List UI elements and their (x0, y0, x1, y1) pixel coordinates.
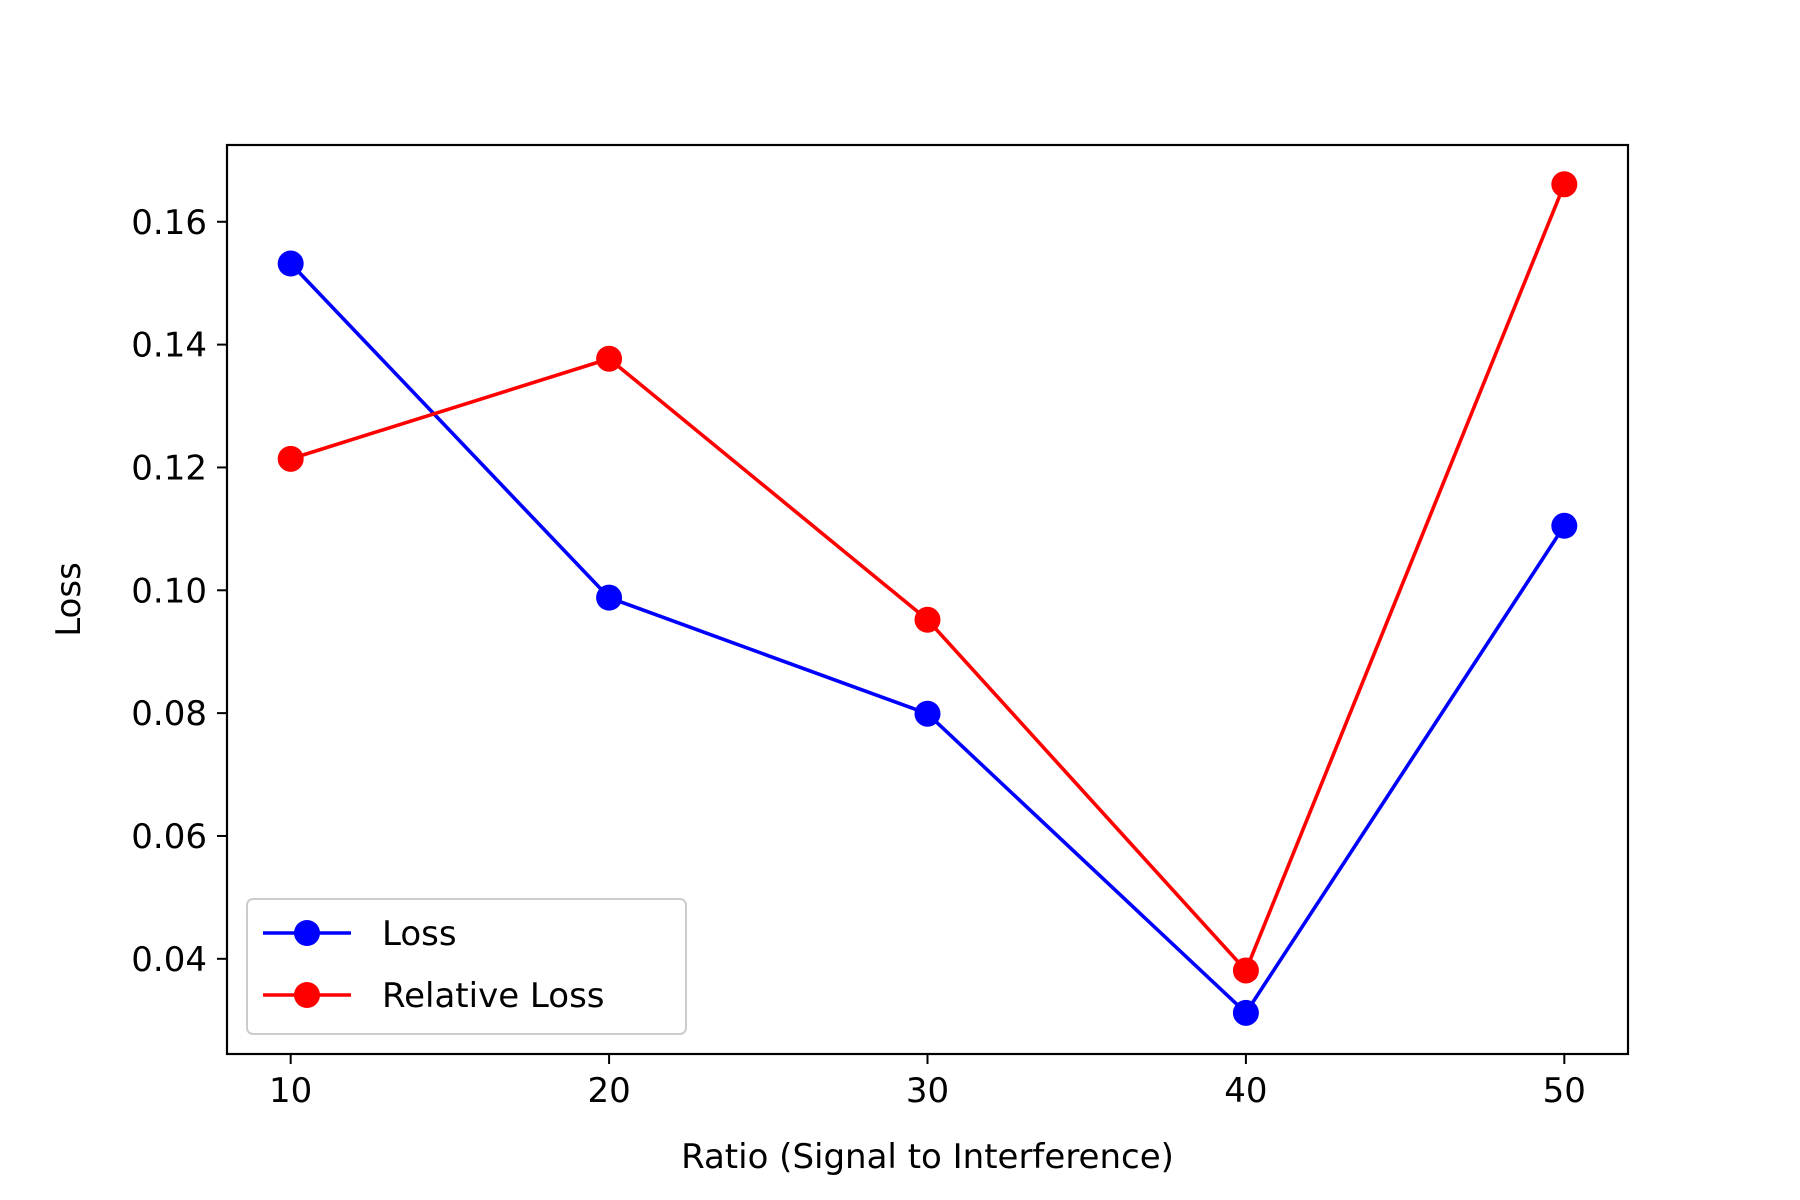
data-point-loss (1232, 999, 1259, 1026)
data-point-relative-loss (914, 606, 941, 633)
legend: Loss Relative Loss (246, 898, 687, 1035)
data-point-relative-loss (277, 445, 304, 472)
y-tick-label: 0.10 (131, 571, 207, 611)
y-tick-label: 0.16 (131, 203, 207, 243)
data-point-loss (914, 700, 941, 727)
legend-marker-relative-loss (294, 982, 320, 1008)
x-axis: 10 20 30 40 50 (269, 1054, 1586, 1111)
y-axis-label: Loss (49, 562, 89, 637)
x-tick-label: 10 (269, 1071, 312, 1111)
legend-label-relative-loss: Relative Loss (382, 976, 605, 1016)
y-tick-label: 0.04 (131, 940, 207, 980)
legend-label-loss: Loss (382, 914, 457, 954)
y-tick-label: 0.06 (131, 817, 207, 857)
y-tick-label: 0.14 (131, 326, 207, 366)
data-point-loss (1551, 512, 1578, 539)
data-point-loss (277, 250, 304, 277)
data-point-relative-loss (1232, 957, 1259, 984)
legend-marker-loss (294, 920, 320, 946)
data-point-loss (596, 584, 623, 611)
x-tick-label: 30 (906, 1071, 949, 1111)
x-axis-label: Ratio (Signal to Interference) (681, 1137, 1174, 1177)
x-tick-label: 40 (1224, 1071, 1267, 1111)
y-tick-label: 0.08 (131, 694, 207, 734)
x-tick-label: 50 (1543, 1071, 1586, 1111)
y-axis: 0.04 0.06 0.08 0.10 0.12 0.14 0.16 (131, 203, 227, 980)
series-line-relative-loss (290, 183, 1566, 973)
series-layer (277, 171, 1578, 1026)
data-point-relative-loss (596, 345, 623, 372)
legend-box (246, 898, 687, 1035)
data-point-relative-loss (1551, 171, 1578, 198)
y-tick-label: 0.12 (131, 448, 207, 488)
x-tick-label: 20 (587, 1071, 630, 1111)
